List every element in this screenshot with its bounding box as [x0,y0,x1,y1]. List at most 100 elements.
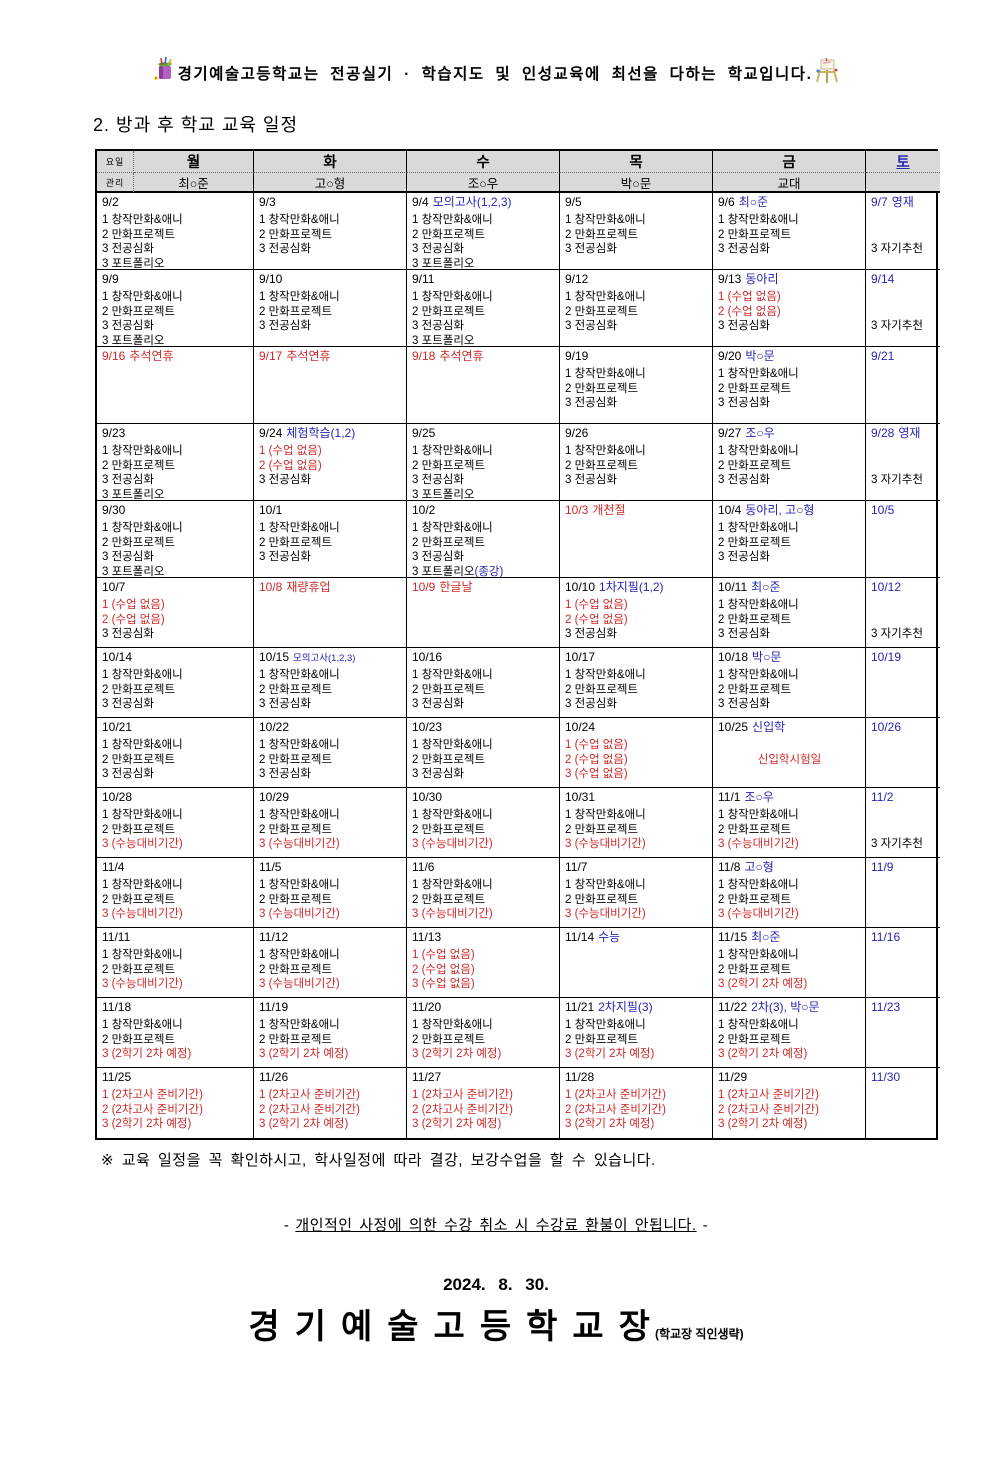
cell-date: 11/30 [871,1070,901,1084]
calendar-cell: 9/14 3 자기추천 [866,270,940,347]
calendar-cell: 10/10 1차지필(1,2) 1 (수업 없음) 2 (수업 없음) 3 전공심화 [560,578,713,648]
cell-date: 9/14 [871,272,895,286]
cell-line: 3 전공심화 [718,320,770,332]
cell-line: 3 전공심화 [102,243,154,255]
cell-date: 10/5 [871,503,895,517]
cell-line: 3 (수능대비기간) [259,978,340,990]
cell-line: 1 창작만화&애니 [259,291,340,303]
cell-date: 9/23 [102,426,126,440]
cell-line: 2 만화프로젝트 [718,613,792,626]
calendar-cell: 11/21 2차지필(3) 1 창작만화&애니 2 만화프로젝트 3 (2학기 2차 예… [560,998,713,1068]
cell-line: 2 만화프로젝트 [565,683,639,696]
cell-line: 3 전공심화 [102,320,154,332]
cell-note: 모의고사(1,2,3) [293,653,356,664]
cell-line: 1 창작만화&애니 [565,809,646,821]
cell-date: 9/10 [259,272,283,286]
cell-line: 1 (2차고사 준비기간) [565,1089,666,1101]
refund-dash-left: - [283,1217,290,1234]
calendar-cell: 11/29 1 (2차고사 준비기간) 2 (2차고사 준비기간) 3 (2학기 2차… [713,1068,866,1138]
cell-date: 10/9 [412,580,436,594]
cell-date: 9/27 [718,426,742,440]
cell-line: 3 전공심화 [412,243,464,255]
refund-dash-right: - [702,1217,709,1234]
cell-line: 2 만화프로젝트 [565,823,639,836]
cell-line: 3 (수업 없음) [412,978,475,990]
cell-date: 9/4 [412,195,429,209]
cell-line: 1 (수업 없음) [565,739,628,751]
cell-line: 3 (수능대비기간) [412,908,493,920]
cell-line: 1 창작만화&애니 [259,809,340,821]
cell-date: 11/12 [259,930,289,944]
calendar-cell: 10/22 1 창작만화&애니 2 만화프로젝트 3 전공심화 [254,718,407,788]
cell-line [871,808,936,823]
manager-cell: 박○문 [560,173,713,193]
cell-line: 3 (수능대비기간) [102,908,183,920]
calendar-cell: 10/25 신입학 신입학시험일 [713,718,866,788]
day-header-cell: 토 [866,151,940,173]
cell-line: 1 창작만화&애니 [718,522,799,534]
cell-line: 2 만화프로젝트 [259,683,333,696]
cell-line: 1 (2차고사 준비기간) [102,1089,203,1101]
cell-line: 1 창작만화&애니 [259,949,340,961]
cell-line: 3 (수능대비기간) [102,838,183,850]
cell-line: 3 전공심화 [565,698,617,710]
cell-date: 10/2 [412,503,436,517]
cell-line: 3 포트폴리오 [102,565,165,578]
calendar-cell: 9/11 1 창작만화&애니 2 만화프로젝트 3 전공심화 3 포트폴리오 [407,270,560,347]
refund-note: - 개인적인 사정에 의한 수강 취소 시 수강료 환불이 안됩니다. - [0,1214,992,1235]
cell-date: 11/7 [565,860,588,874]
cell-line: 2 (수업 없음) [259,459,322,472]
cell-line: 2 만화프로젝트 [565,893,639,906]
cell-line [718,738,861,753]
calendar-cell: 9/24 체험학습(1,2) 1 (수업 없음) 2 (수업 없음) 3 전공심화 [254,424,407,501]
calendar-cell: 10/16 1 창작만화&애니 2 만화프로젝트 3 전공심화 [407,648,560,718]
calendar-cell: 9/26 1 창작만화&애니 2 만화프로젝트 3 전공심화 [560,424,713,501]
calendar-cell: 9/12 1 창작만화&애니 2 만화프로젝트 3 전공심화 [560,270,713,347]
cell-line: 3 전공심화 [259,551,311,563]
cell-date: 9/13 [718,272,742,286]
calendar-cell: 9/20 박○문 1 창작만화&애니 2 만화프로젝트 3 전공심화 [713,347,866,424]
cell-line: 1 (수업 없음) [412,949,475,961]
cell-line: 1 창작만화&애니 [102,809,183,821]
cell-note: 2차(3), 박○문 [751,1000,820,1014]
calendar-cell: 9/19 1 창작만화&애니 2 만화프로젝트 3 전공심화 [560,347,713,424]
cell-date: 10/29 [259,790,290,804]
cell-line: 1 창작만화&애니 [259,879,340,891]
cell-line: 1 창작만화&애니 [412,522,493,534]
cell-line [871,613,936,628]
cell-line: 1 창작만화&애니 [412,1019,493,1031]
day-header-cell: 수 [407,151,560,173]
cell-line: 3 (2학기 2차 예정) [718,1118,808,1130]
cell-date: 9/17 [259,349,283,363]
calendar-cell: 9/10 1 창작만화&애니 2 만화프로젝트 3 전공심화 [254,270,407,347]
cell-line: 2 만화프로젝트 [412,683,486,696]
cell-note: 추석연휴 [129,349,174,363]
cell-line: 2 만화프로젝트 [718,963,792,976]
calendar-cell: 10/7 1 (수업 없음) 2 (수업 없음) 3 전공심화 [97,578,254,648]
cell-line: 3 (2학기 2차 예정) [412,1048,502,1060]
calendar-cell: 11/7 1 창작만화&애니 2 만화프로젝트 3 (수능대비기간) [560,858,713,928]
calendar-cell: 10/9 한글날 [407,578,560,648]
cell-date: 10/25 [718,720,749,734]
calendar-cell: 10/8 재량휴업 [254,578,407,648]
cell-line: 3 전공심화 [565,397,617,409]
calendar-cell: 10/18 박○문 1 창작만화&애니 2 만화프로젝트 3 전공심화 [713,648,866,718]
cell-note: 수능 [598,930,621,944]
cell-line: 3 전공심화 [102,551,154,563]
calendar-cell: 10/21 1 창작만화&애니 2 만화프로젝트 3 전공심화 [97,718,254,788]
cell-line: 3 전공심화 [565,628,617,640]
cell-date: 10/16 [412,650,443,664]
cell-line: 1 창작만화&애니 [102,214,183,226]
cell-line: 1 창작만화&애니 [565,669,646,681]
cell-note: 동아리, 고○형 [745,503,815,517]
cell-line: 2 만화프로젝트 [259,1033,333,1046]
cell-line: 2 만화프로젝트 [412,1033,486,1046]
cell-date: 11/27 [412,1070,442,1084]
cell-line: 3 전공심화 [565,243,617,255]
cell-line: 1 창작만화&애니 [412,214,493,226]
cell-line: 3 (수업 없음) [565,768,628,780]
calendar-cell: 11/1 조○우 1 창작만화&애니 2 만화프로젝트 3 (수능대비기간) [713,788,866,858]
cell-date: 10/14 [102,650,133,664]
cell-line: 2 만화프로젝트 [718,536,792,549]
cell-line: 2 만화프로젝트 [718,683,792,696]
